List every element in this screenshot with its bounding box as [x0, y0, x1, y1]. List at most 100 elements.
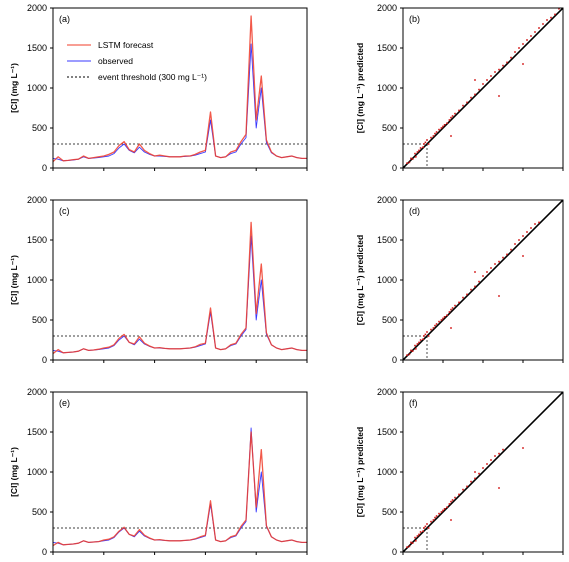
- data-point: [434, 324, 436, 327]
- data-point: [427, 143, 430, 145]
- y-tick-label: 500: [32, 315, 47, 325]
- data-point: [424, 525, 427, 528]
- data-point: [478, 472, 480, 475]
- panel-label: (d): [409, 206, 420, 216]
- legend-observed-label: observed: [98, 56, 133, 66]
- data-point: [406, 354, 408, 356]
- y-tick-label: 2000: [377, 387, 397, 397]
- y-tick-label: 0: [42, 547, 47, 557]
- y-tick-label: 500: [32, 123, 47, 133]
- panel-label: (b): [409, 14, 420, 24]
- y-tick-label: 0: [392, 355, 397, 365]
- data-point: [422, 146, 424, 148]
- y-tick-label: 1500: [27, 427, 47, 437]
- data-point: [415, 156, 417, 158]
- y-tick-label: 1500: [377, 235, 397, 245]
- data-point: [426, 331, 428, 333]
- data-point: [450, 500, 452, 503]
- data-point: [435, 323, 438, 325]
- data-point: [474, 285, 476, 288]
- one-to-one-line: [403, 8, 563, 168]
- data-point: [486, 271, 488, 273]
- y-tick-label: 0: [392, 163, 397, 173]
- data-point: [434, 516, 436, 519]
- data-point: [498, 487, 500, 489]
- data-point: [478, 280, 480, 283]
- data-point: [435, 515, 438, 517]
- axes-frame: [402, 391, 564, 553]
- data-point: [438, 512, 440, 515]
- data-point: [494, 71, 496, 73]
- data-point: [462, 296, 464, 299]
- data-point: [438, 320, 440, 323]
- y-tick-label: 1500: [27, 235, 47, 245]
- data-point: [518, 47, 520, 49]
- panel-label: (f): [409, 398, 418, 408]
- y-tick-label: 500: [382, 315, 397, 325]
- y-tick-label: 1000: [27, 275, 47, 285]
- plot-area: [53, 221, 307, 355]
- data-point: [522, 43, 524, 45]
- data-point: [482, 83, 484, 85]
- data-point: [424, 333, 427, 336]
- data-point: [426, 523, 428, 525]
- data-point: [442, 125, 444, 128]
- y-tick-label: 1500: [27, 43, 47, 53]
- data-point: [502, 448, 504, 451]
- data-point: [423, 527, 425, 529]
- data-point: [443, 316, 446, 318]
- data-point: [414, 152, 416, 155]
- panel-label: (c): [59, 206, 70, 216]
- series-line-forecast: [53, 221, 307, 355]
- data-point: [470, 96, 472, 99]
- y-tick-label: 0: [42, 355, 47, 365]
- data-point: [558, 8, 560, 10]
- data-point: [451, 499, 454, 501]
- data-point: [408, 353, 411, 356]
- data-point: [462, 104, 464, 107]
- data-point: [410, 541, 412, 544]
- data-point: [454, 112, 456, 115]
- data-point: [408, 545, 411, 548]
- panel-e: 0 500 1000 1500 2000 [Cl] (mg L⁻¹) (e): [9, 387, 308, 557]
- axes-frame: [402, 7, 564, 169]
- data-point: [450, 116, 452, 119]
- panel-label: (a): [59, 14, 70, 24]
- data-point: [430, 328, 432, 331]
- data-point: [510, 248, 512, 251]
- series-line-forecast: [53, 431, 307, 547]
- plot-area: [403, 200, 563, 360]
- one-to-one-line: [403, 392, 563, 552]
- y-tick-label: 2000: [377, 195, 397, 205]
- series-line-observed: [53, 427, 307, 546]
- data-point: [446, 506, 448, 508]
- data-point: [538, 221, 540, 224]
- data-point: [498, 295, 500, 297]
- data-point: [482, 467, 484, 469]
- data-point: [418, 341, 420, 344]
- y-tick-label: 2000: [27, 195, 47, 205]
- data-point: [432, 327, 435, 329]
- data-point: [466, 101, 468, 104]
- data-point: [474, 271, 476, 273]
- data-point: [482, 275, 484, 277]
- data-point: [470, 480, 472, 483]
- data-point: [506, 253, 508, 256]
- series-line-forecast: [53, 15, 307, 163]
- data-point: [470, 288, 472, 291]
- y-tick-label: 2000: [27, 387, 47, 397]
- data-point: [422, 338, 424, 340]
- data-point: [415, 540, 417, 542]
- data-point: [526, 39, 528, 41]
- y-tick-label: 2000: [377, 3, 397, 13]
- axes-frame: [52, 199, 308, 361]
- data-point: [448, 119, 451, 121]
- data-point: [534, 31, 536, 33]
- y-tick-label: 1000: [27, 467, 47, 477]
- y-axis-label: [Cl] (mg L⁻¹): [9, 63, 19, 113]
- data-point: [522, 63, 524, 65]
- axes-frame: [402, 199, 564, 361]
- data-point: [443, 508, 446, 510]
- data-point: [406, 546, 408, 548]
